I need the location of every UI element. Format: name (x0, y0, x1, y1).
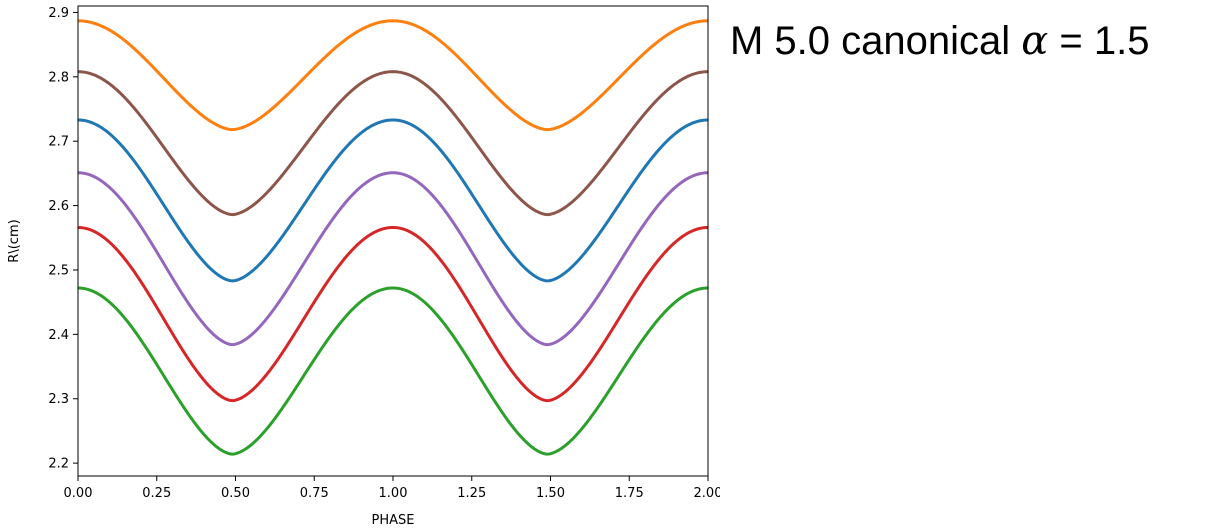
x-tick-label: 1.00 (379, 486, 408, 501)
x-tick-label: 0.25 (142, 486, 171, 501)
x-axis: 0.00 0.25 0.50 0.75 1.00 1.25 1.50 1.75 2.00 (64, 476, 720, 501)
y-tick-label: 2.9 (48, 6, 69, 21)
x-tick-label: 0.75 (300, 486, 329, 501)
x-tick-label: 1.50 (536, 486, 565, 501)
series-lines (77, 19, 709, 456)
y-tick-label: 2.7 (48, 135, 69, 150)
plot-frame (77, 5, 709, 477)
series-line-4 (77, 171, 709, 347)
series-line-1 (77, 19, 709, 132)
series-line-6 (77, 286, 709, 456)
annotation-prefix: M 5.0 canonical (730, 19, 1011, 63)
x-tick-label: 1.25 (457, 486, 486, 501)
y-tick-label: 2.5 (48, 263, 69, 278)
y-tick-label: 2.3 (48, 392, 69, 407)
line-chart: 0.00 0.25 0.50 0.75 1.00 1.25 1.50 1.75 2.00 2.2… (7, 5, 720, 528)
x-axis-label: PHASE (372, 513, 415, 528)
annotation-suffix: = 1.5 (1059, 19, 1150, 63)
series-line-5 (77, 225, 709, 403)
alpha-symbol: α (1021, 18, 1049, 64)
y-tick-label: 2.4 (48, 328, 69, 343)
series-line-3 (77, 118, 709, 283)
x-tick-label: 0.50 (221, 486, 250, 501)
series-line-2 (77, 70, 709, 217)
x-tick-label: 1.75 (615, 486, 644, 501)
y-tick-label: 2.8 (48, 70, 69, 85)
y-axis: 2.2 2.3 2.4 2.5 2.6 2.7 2.8 2.9 (48, 6, 78, 472)
y-tick-label: 2.2 (48, 457, 69, 472)
x-tick-label: 2.00 (694, 486, 720, 501)
model-annotation: M 5.0 canonical α = 1.5 (730, 18, 1150, 64)
y-axis-label: R\(cm) (7, 219, 22, 262)
y-tick-label: 2.6 (48, 199, 69, 214)
x-tick-label: 0.00 (64, 486, 93, 501)
